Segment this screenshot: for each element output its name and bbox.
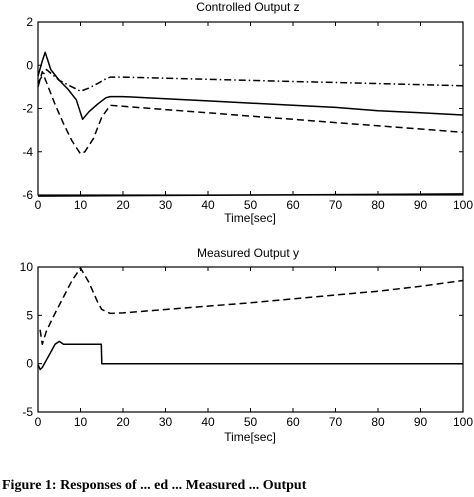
x-tick-label: 40 xyxy=(201,415,215,429)
plot-frame xyxy=(37,21,464,196)
series-line-solid-1 xyxy=(37,340,463,371)
x-tick-label: 90 xyxy=(414,198,428,212)
series-line-solid-1 xyxy=(37,51,464,121)
chart-measured-output: Measured Output y 0 10 20 30 40 50 60 70 80 90 100… xyxy=(20,246,474,444)
x-tick-label: 60 xyxy=(286,415,300,429)
x-tick-label: 20 xyxy=(116,198,130,212)
series-line-solid-3 xyxy=(37,193,464,197)
x-axis-label: Time[sec] xyxy=(224,211,276,225)
series-line-dashed-0 xyxy=(39,267,464,346)
x-tick-label: 60 xyxy=(286,198,300,212)
x-tick-label: 100 xyxy=(453,415,473,429)
y-axis: -6 -4 -2 0 2 xyxy=(22,15,463,202)
y-tick-label: 2 xyxy=(26,15,33,29)
y-tick-label: -4 xyxy=(22,145,33,159)
x-tick-label: 40 xyxy=(201,198,215,212)
x-tick-label: 50 xyxy=(244,198,258,212)
series-line-dashed-2 xyxy=(37,70,464,155)
series-line-dashdot-0 xyxy=(37,68,464,92)
y-tick-label: 5 xyxy=(26,308,33,322)
x-tick-label: 0 xyxy=(35,415,42,429)
y-tick-label: 10 xyxy=(20,260,34,274)
chart-title: Measured Output y xyxy=(197,246,299,260)
x-tick-label: 70 xyxy=(329,415,343,429)
series-group xyxy=(37,51,464,197)
x-tick-label: 0 xyxy=(35,198,42,212)
y-axis: -5 0 5 10 xyxy=(20,260,463,419)
chart-controlled-output: Controlled Output z 0 10 20 30 40 50 60 70 80 90 1… xyxy=(22,0,473,225)
x-tick-label: 100 xyxy=(453,198,473,212)
x-tick-label: 30 xyxy=(159,198,173,212)
x-axis: 0 10 20 30 40 50 60 70 80 90 100 xyxy=(35,22,473,212)
x-tick-label: 20 xyxy=(116,415,130,429)
y-tick-label: -6 xyxy=(22,188,33,202)
x-tick-label: 50 xyxy=(244,415,258,429)
y-tick-label: -2 xyxy=(22,102,33,116)
series-group xyxy=(37,267,464,371)
x-axis-label: Time[sec] xyxy=(224,430,276,444)
x-tick-label: 10 xyxy=(74,198,88,212)
y-tick-label: 0 xyxy=(26,58,33,72)
x-tick-label: 70 xyxy=(329,198,343,212)
y-tick-label: -5 xyxy=(22,405,33,419)
x-tick-label: 10 xyxy=(74,415,88,429)
x-tick-label: 80 xyxy=(371,415,385,429)
x-axis: 0 10 20 30 40 50 60 70 80 90 100 xyxy=(35,267,473,429)
figure-caption: Figure 1: Responses of ... ed ... Measur… xyxy=(2,478,307,493)
x-tick-label: 80 xyxy=(371,198,385,212)
chart-title: Controlled Output z xyxy=(196,0,299,14)
y-tick-label: 0 xyxy=(26,357,33,371)
x-tick-label: 30 xyxy=(159,415,173,429)
x-tick-label: 90 xyxy=(414,415,428,429)
